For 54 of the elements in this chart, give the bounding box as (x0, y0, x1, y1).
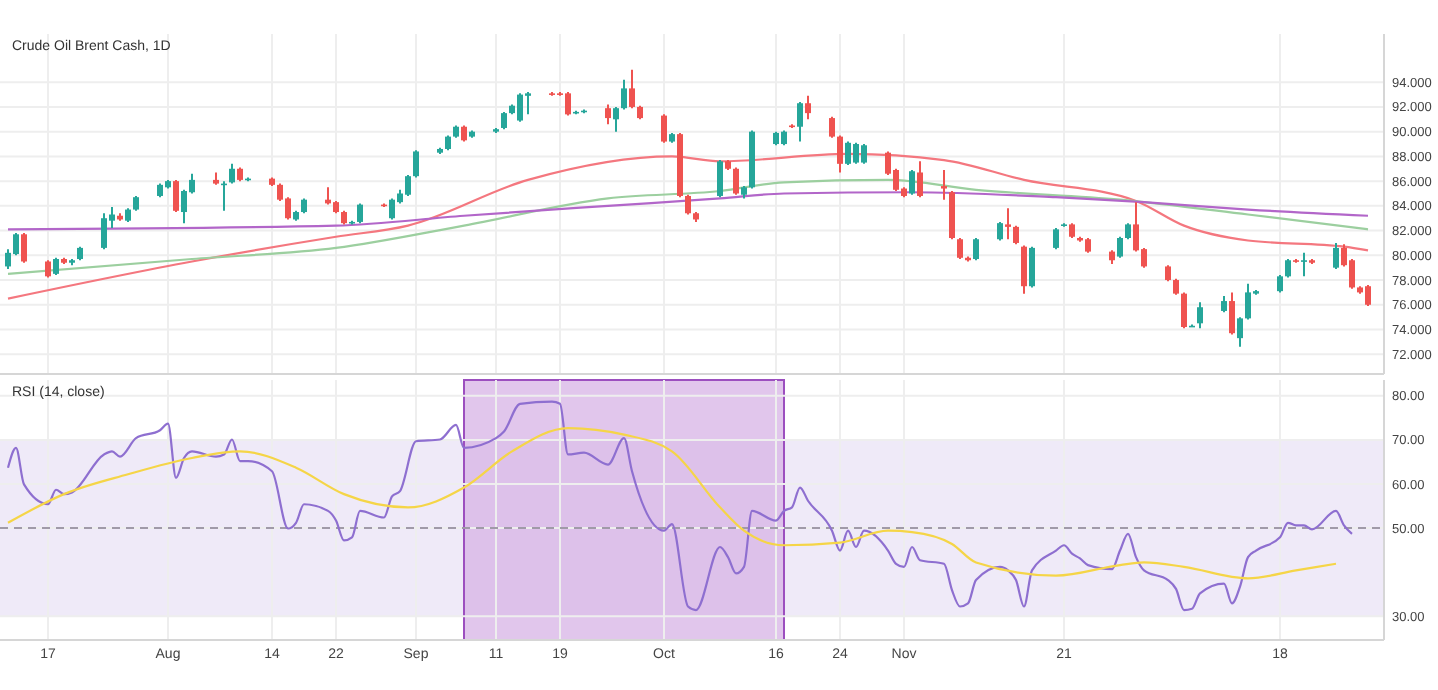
candlestick (181, 188, 187, 225)
candlestick (1229, 291, 1235, 336)
candlestick (405, 173, 411, 197)
line-series (6, 400, 1354, 612)
line-series (6, 178, 1370, 275)
candlestick (389, 197, 395, 221)
candlestick (613, 105, 619, 133)
candlestick (997, 220, 1003, 242)
candlestick (357, 202, 363, 225)
candlestick (949, 190, 955, 241)
candlestick (1029, 245, 1035, 289)
candlestick (661, 113, 667, 144)
line-series (6, 191, 1370, 231)
candlestick (717, 159, 723, 199)
candlestick (1333, 241, 1339, 270)
candlestick (621, 78, 627, 111)
candlestick (1197, 301, 1203, 330)
candlestick (605, 103, 611, 126)
candlestick (917, 160, 923, 199)
candlestick (229, 162, 235, 185)
candlestick (101, 212, 107, 251)
candlestick (1005, 207, 1011, 241)
line-series (6, 426, 1338, 580)
candlestick (909, 169, 915, 196)
candlestick (565, 91, 571, 117)
candlestick (517, 92, 523, 123)
candlestick (837, 134, 843, 174)
candlestick (853, 141, 859, 165)
candlestick (1013, 224, 1019, 246)
candlestick (1021, 244, 1027, 295)
candlestick (1245, 282, 1251, 321)
candlestick (1365, 283, 1371, 307)
candlestick (629, 68, 635, 110)
candlestick (413, 149, 419, 179)
candlestick (21, 232, 27, 264)
candlestick (973, 237, 979, 262)
candlestick (173, 178, 179, 214)
candlestick (957, 237, 963, 261)
candlestick (1117, 235, 1123, 259)
candlestick (861, 143, 867, 165)
candlestick (845, 140, 851, 167)
candlestick (525, 91, 531, 116)
candlestick (797, 101, 803, 143)
candlestick (805, 94, 811, 121)
candlestick (733, 166, 739, 196)
candlestick (1181, 291, 1187, 330)
candlestick (1237, 316, 1243, 348)
candlestick (1053, 227, 1059, 251)
candlestick (685, 193, 691, 216)
candlestick (941, 169, 947, 201)
line-series (6, 152, 1370, 300)
candlestick (1301, 251, 1307, 278)
candlestick (1285, 258, 1291, 279)
candlestick (829, 115, 835, 139)
